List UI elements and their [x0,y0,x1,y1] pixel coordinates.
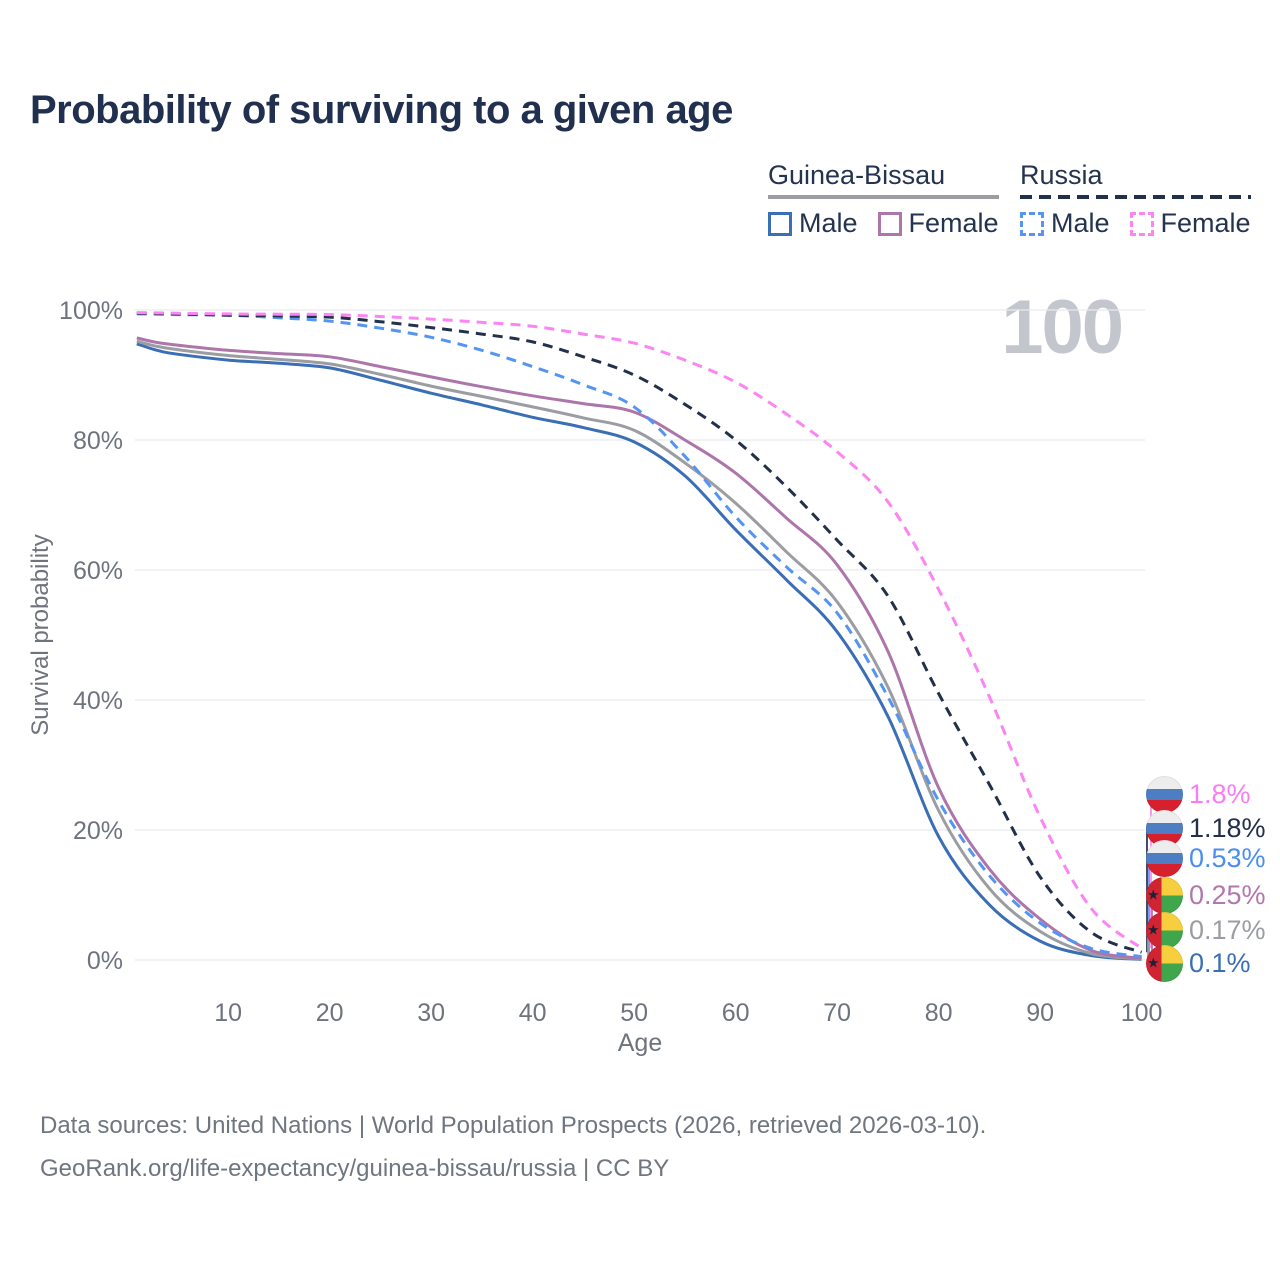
guinea-bissau-flag-icon [1146,911,1183,949]
legend-item-guinea-bissau-female[interactable]: Female [877,208,999,239]
x-tick-label: 100 [1121,999,1163,1027]
russia-flag-icon [1146,839,1183,877]
legend-label: Male [1051,208,1110,238]
legend-group-russia: Russia Male Female [1020,160,1251,239]
legend-country-guinea-bissau[interactable]: Guinea-Bissau [768,160,946,190]
guinea-bissau-flag-icon [1146,944,1183,982]
curve-russia-female [136,311,1143,950]
end-label-value: 0.53% [1189,842,1266,873]
end-label-russia-female: 1.8% [1146,775,1251,813]
curve-guinea-bissau-female [136,336,1142,960]
end-label-value: 0.1% [1189,947,1251,978]
legend-label: Female [908,208,999,238]
russia-flag-icon [1146,775,1183,813]
y-tick-label: 0% [87,947,123,975]
guinea-bissau-female-swatch [877,211,902,236]
guinea-bissau-line-style-swatch [768,195,999,199]
legend-item-guinea-bissau-male[interactable]: Male [768,208,858,239]
russia-line-style-swatch [1020,195,1251,199]
y-tick-label: 20% [73,817,123,845]
end-label-value: 1.8% [1189,778,1251,809]
x-tick-label: 20 [316,999,344,1027]
y-axis-title: Survival probability [27,534,54,735]
footer-attribution: GeoRank.org/life-expectancy/guinea-bissa… [40,1155,670,1182]
page-title: Probability of surviving to a given age [30,88,733,132]
x-tick-label: 90 [1026,999,1054,1027]
x-tick-label: 50 [620,999,648,1027]
selected-age-watermark: 100 [1001,285,1124,370]
curve-guinea-bissau-both-sexes [136,339,1142,961]
end-label-russia-both-sexes: 1.18% [1146,809,1266,847]
end-label-guinea-bissau-male: 0.1% [1146,944,1251,982]
x-tick-label: 60 [722,999,750,1027]
curve-russia-both-sexes [136,311,1143,954]
y-tick-label: 80% [73,427,123,455]
guinea-bissau-male-swatch [768,211,792,236]
footer-data-sources: Data sources: United Nations | World Pop… [40,1112,987,1139]
curve-russia-male [136,312,1142,959]
x-tick-label: 80 [925,999,953,1027]
footer: Data sources: United Nations | World Pop… [40,1104,986,1190]
legend-label: Male [799,208,858,238]
x-tick-label: 10 [214,999,242,1027]
guinea-bissau-flag-icon [1146,876,1183,914]
end-label-value: 0.25% [1189,879,1266,910]
end-label-value: 1.18% [1189,812,1266,843]
russia-female-swatch [1129,211,1154,236]
y-tick-label: 40% [73,687,123,715]
curve-guinea-bissau-male [136,342,1142,961]
end-label-value: 0.17% [1189,914,1266,945]
x-tick-label: 40 [519,999,547,1027]
x-axis-title: Age [618,1029,662,1057]
x-tick-label: 70 [823,999,851,1027]
legend-label: Female [1160,208,1251,238]
legend-item-russia-female[interactable]: Female [1129,208,1251,239]
end-label-guinea-bissau-both-sexes: 0.17% [1146,911,1266,949]
y-tick-label: 100% [59,297,123,325]
end-label-russia-male: 0.53% [1146,839,1266,877]
legend-group-guinea-bissau: Guinea-Bissau Male Female [768,160,999,239]
y-tick-label: 60% [73,557,123,585]
legend-country-russia[interactable]: Russia [1020,160,1103,190]
russia-male-swatch [1020,211,1044,236]
end-label-guinea-bissau-female: 0.25% [1146,876,1266,914]
x-tick-label: 30 [417,999,445,1027]
legend-item-russia-male[interactable]: Male [1020,208,1110,239]
